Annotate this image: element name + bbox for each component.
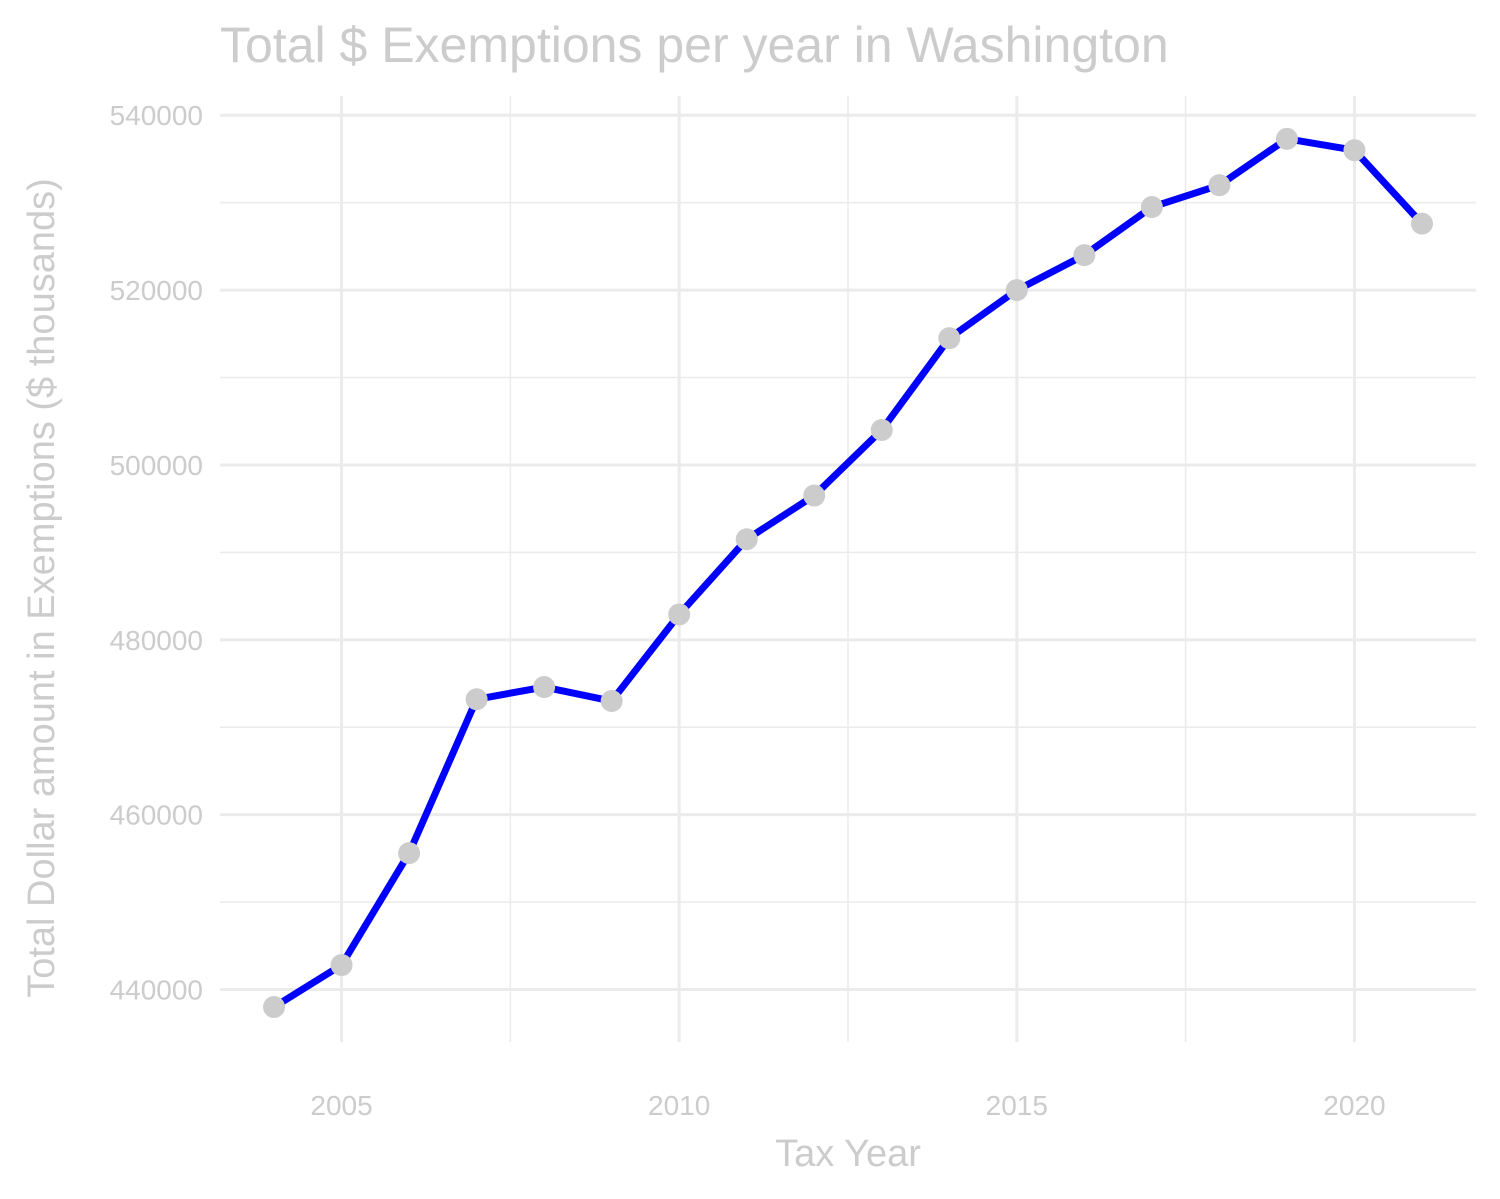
y-tick-label: 540000 (110, 100, 203, 131)
data-point (870, 418, 893, 441)
y-tick-label: 520000 (110, 275, 203, 306)
x-tick-label: 2015 (986, 1090, 1048, 1121)
data-point (1005, 279, 1028, 302)
y-tick-label: 440000 (110, 975, 203, 1006)
data-point (330, 954, 353, 977)
data-point (1275, 127, 1298, 150)
x-tick-label: 2010 (648, 1090, 710, 1121)
data-point (600, 690, 623, 713)
x-tick-label: 2020 (1323, 1090, 1385, 1121)
chart-title: Total $ Exemptions per year in Washingto… (220, 17, 1169, 73)
data-point (803, 484, 826, 507)
data-point (668, 603, 691, 626)
data-point (398, 842, 421, 865)
series-line (270, 135, 1426, 1011)
data-point (1410, 212, 1433, 235)
y-axis-tick-labels: 440000 460000 480000 500000 520000 540000 (110, 100, 203, 1005)
minor-gridlines (220, 96, 1476, 1042)
data-point (263, 996, 286, 1019)
x-axis-tick-labels: 2005 2010 2015 2020 (310, 1090, 1385, 1121)
y-axis-title: Total Dollar amount in Exemptions ($ tho… (21, 178, 63, 998)
data-point (533, 676, 556, 699)
series-layer (263, 127, 1433, 1019)
x-tick-label: 2005 (310, 1090, 372, 1121)
data-point (1208, 174, 1231, 197)
data-point (1343, 139, 1366, 162)
x-axis-title: Tax Year (775, 1133, 921, 1175)
data-point (465, 688, 488, 711)
y-tick-label: 500000 (110, 450, 203, 481)
y-tick-label: 460000 (110, 800, 203, 831)
y-tick-label: 480000 (110, 625, 203, 656)
data-point (735, 528, 758, 551)
data-point (1140, 196, 1163, 219)
data-point (1073, 244, 1096, 267)
data-point (938, 327, 961, 350)
